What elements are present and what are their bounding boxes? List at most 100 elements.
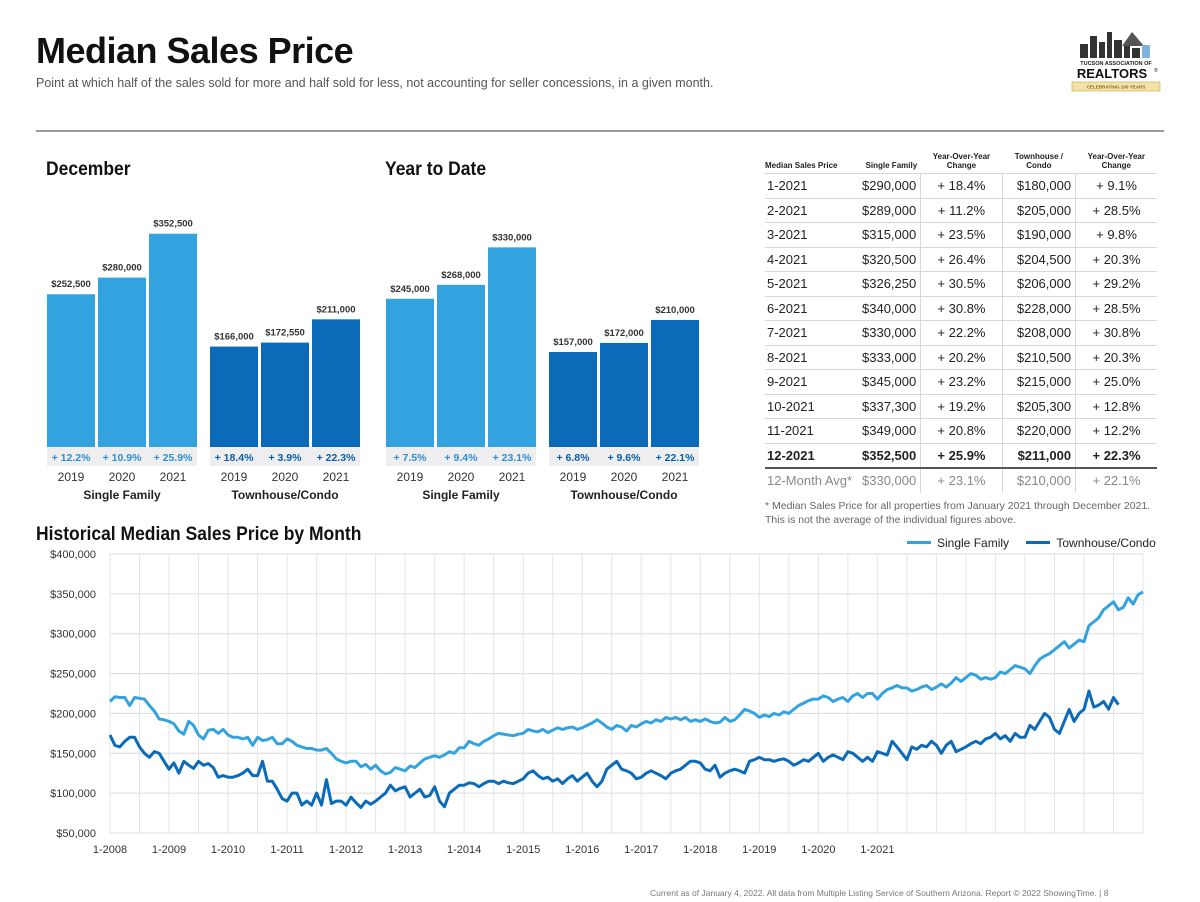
table-cell: + 19.2%: [920, 393, 1003, 419]
table-cell: 11-2021: [765, 418, 862, 443]
legend-label: Single Family: [937, 535, 1010, 550]
table-cell: $215,000: [1001, 369, 1077, 394]
table-cell: 5-2021: [765, 271, 862, 296]
x-tick-label: 1-2014: [447, 844, 481, 856]
historical-line-chart: $50,000 $100,000 $150,000 $200,000 $250,000 $…: [50, 549, 1144, 856]
table-cell: $352,500: [862, 442, 922, 468]
legend-swatch: [907, 541, 931, 544]
realtors-logo: TUCSON ASSOCIATION OF REALTORS ® CELEBRA…: [1071, 32, 1161, 92]
table-row: 6-2021 $340,000 + 30.8% $228,000 + 28.5%: [765, 295, 1157, 321]
table-cell: $340,000: [862, 295, 922, 321]
table-cell: 4-2021: [765, 246, 862, 272]
table-header: Single Family: [865, 161, 918, 170]
table-cell: + 22.2%: [920, 320, 1003, 345]
bar-change-label: + 18.4%: [215, 452, 254, 464]
x-tick-label: 2019: [397, 470, 424, 484]
table-cell: $208,000: [1001, 320, 1077, 345]
table-cell: + 9.1%: [1075, 173, 1157, 198]
x-tick-label: 2021: [160, 470, 187, 484]
table-cell: $349,000: [862, 418, 922, 443]
bar: [549, 352, 597, 447]
table-cell: + 28.5%: [1075, 197, 1157, 223]
x-tick-label: 1-2010: [211, 844, 245, 856]
table-cell: + 22.1%: [1075, 467, 1157, 493]
bar: [437, 284, 485, 447]
x-tick-label: 2021: [662, 470, 689, 484]
header-divider: [36, 130, 1164, 132]
ytd-chart-title: Year to Date: [385, 159, 487, 180]
bar: [261, 342, 309, 447]
bar: [149, 233, 197, 447]
table-cell: + 23.1%: [920, 467, 1003, 493]
y-tick-label: $350,000: [50, 589, 96, 601]
bar-change-label: + 9.6%: [608, 452, 642, 464]
bar: [386, 298, 434, 447]
table-cell: $289,000: [862, 197, 922, 223]
table-cell: 6-2021: [765, 295, 862, 321]
table-cell: 12-2021: [765, 442, 862, 468]
x-tick-label: 1-2019: [742, 844, 776, 856]
y-tick-label: $150,000: [50, 748, 96, 760]
x-tick-label: 2019: [560, 470, 587, 484]
table-row: 11-2021 $349,000 + 20.8% $220,000 + 12.2%: [765, 418, 1157, 443]
table-cell: $211,000: [1001, 442, 1077, 468]
x-tick-label: 2019: [221, 470, 248, 484]
table-row: 12-2021 $352,500 + 25.9% $211,000 + 22.3%: [765, 442, 1157, 468]
table-cell: $315,000: [862, 222, 922, 247]
change-band: [386, 447, 536, 466]
table-cell: $210,500: [1001, 344, 1077, 370]
table-header: Year-Over-Year Change: [932, 152, 991, 170]
y-tick-label: $50,000: [56, 828, 96, 840]
bar-value-label: $280,000: [102, 263, 142, 274]
x-tick-label: 1-2013: [388, 844, 422, 856]
bar: [210, 346, 258, 447]
table-cell: $337,300: [862, 393, 922, 419]
x-tick-label: 1-2020: [801, 844, 835, 856]
bar-value-label: $211,000: [316, 304, 355, 315]
bar-change-label: + 22.1%: [656, 452, 695, 464]
x-tick-label: 1-2008: [93, 844, 127, 856]
bar-value-label: $157,000: [553, 337, 593, 348]
table-header: Median Sales Price: [765, 161, 838, 170]
table-footnote: * Median Sales Price for all properties …: [765, 500, 1151, 526]
table-cell: $204,500: [1001, 246, 1077, 272]
x-tick-label: 2019: [58, 470, 85, 484]
x-tick-label: 1-2016: [565, 844, 599, 856]
monthly-table: Median Sales Price Single Family Year-Ov…: [765, 152, 1157, 493]
city-skyline-icon: [1080, 32, 1150, 58]
legend-swatch: [1026, 541, 1051, 544]
x-tick-label: 1-2012: [329, 844, 363, 856]
table-cell: + 11.2%: [920, 197, 1003, 223]
table-cell: + 12.8%: [1075, 393, 1157, 419]
y-tick-label: $250,000: [50, 669, 96, 681]
bar-value-label: $210,000: [655, 305, 695, 316]
bar: [47, 294, 95, 447]
table-cell: + 29.2%: [1075, 271, 1157, 296]
table-cell: 9-2021: [765, 369, 862, 394]
table-cell: + 20.2%: [920, 344, 1003, 370]
table-cell: $330,000: [862, 467, 922, 493]
table-cell: 7-2021: [765, 320, 862, 345]
ytd-bar-chart: $245,000 + 7.5% 2019 $268,000 + 9.4% 2020 $330…: [386, 232, 699, 502]
change-band: [47, 447, 197, 466]
table-cell: $190,000: [1001, 222, 1077, 247]
table-cell: $345,000: [862, 369, 922, 394]
table-cell: 3-2021: [765, 222, 862, 247]
table-cell: $205,300: [1001, 393, 1077, 419]
x-tick-label: 1-2015: [506, 844, 540, 856]
table-row: 7-2021 $330,000 + 22.2% $208,000 + 30.8%: [765, 320, 1157, 345]
bar-value-label: $172,000: [604, 328, 644, 339]
table-cell: + 22.3%: [1075, 442, 1157, 468]
y-tick-label: $200,000: [50, 708, 96, 720]
table-cell: $320,500: [862, 246, 922, 272]
table-cell: $290,000: [862, 173, 922, 198]
table-cell: + 26.4%: [920, 246, 1003, 272]
table-cell: + 20.3%: [1075, 246, 1157, 272]
december-chart-title: December: [46, 159, 131, 180]
bar: [651, 319, 699, 447]
y-tick-label: $300,000: [50, 629, 96, 641]
group-label: Townhouse/Condo: [231, 488, 338, 502]
bar-change-label: + 22.3%: [317, 452, 356, 464]
x-tick-label: 2021: [323, 470, 350, 484]
table-row: 9-2021 $345,000 + 23.2% $215,000 + 25.0%: [765, 369, 1157, 394]
